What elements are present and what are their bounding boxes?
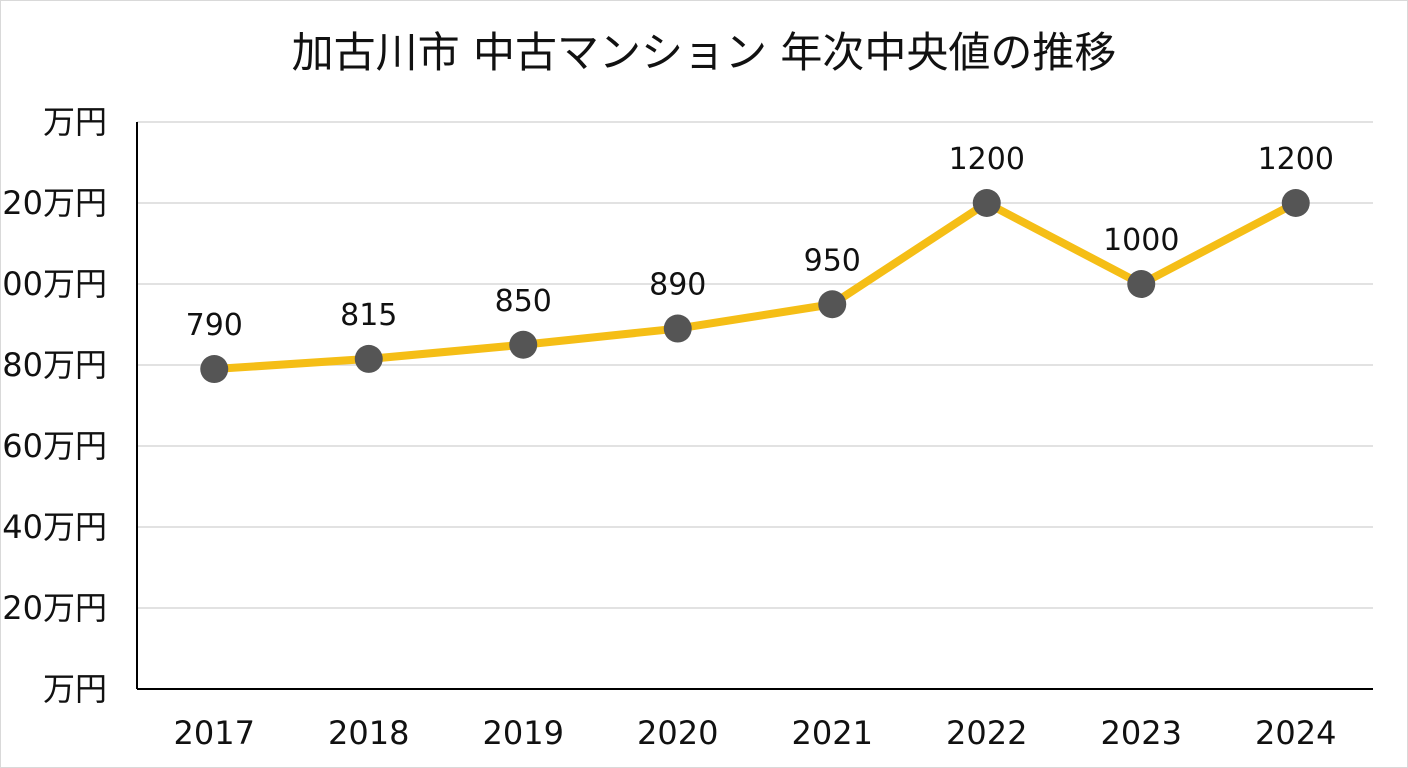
x-tick-label: 2022 xyxy=(946,714,1027,752)
data-point xyxy=(1127,270,1156,298)
x-tick-label: 2023 xyxy=(1101,714,1182,752)
data-label: 1200 xyxy=(949,142,1025,177)
data-point xyxy=(972,189,1001,217)
y-tick-label: 80万円 xyxy=(2,346,107,384)
x-tick-label: 2019 xyxy=(483,714,564,752)
y-tick-label: 万円 xyxy=(43,670,107,708)
data-point xyxy=(1281,189,1310,217)
data-point xyxy=(509,330,538,359)
data-labels: 790 815 850 890 950 1200 1000 1200 xyxy=(186,142,1334,343)
data-point xyxy=(354,344,383,373)
series-line xyxy=(210,199,1300,374)
x-axis-tick-labels: 2017 2018 2019 2020 2021 2022 2023 2024 xyxy=(174,714,1337,752)
y-tick-label: 万円 xyxy=(43,103,107,141)
data-point xyxy=(200,355,229,384)
data-label: 815 xyxy=(340,298,397,333)
x-tick-label: 2020 xyxy=(637,714,718,752)
gridlines xyxy=(137,121,1373,609)
data-label: 1000 xyxy=(1103,223,1179,258)
y-tick-label: 60万円 xyxy=(2,427,107,465)
y-tick-label: 20万円 xyxy=(2,589,107,627)
chart-title: 加古川市 中古マンション 年次中央値の推移 xyxy=(291,28,1117,77)
x-tick-label: 2021 xyxy=(792,714,873,752)
data-label: 850 xyxy=(495,284,552,319)
y-tick-label: 100万円 xyxy=(1,265,107,303)
y-axis-tick-labels: 万円20万円40万円60万円80万円100万円120万円万円 xyxy=(1,103,107,708)
data-label: 950 xyxy=(804,243,861,278)
x-tick-label: 2017 xyxy=(174,714,255,752)
data-point xyxy=(818,290,847,319)
axes xyxy=(136,122,1373,690)
y-tick-label: 40万円 xyxy=(2,508,107,546)
data-series xyxy=(200,189,1310,384)
x-tick-label: 2018 xyxy=(328,714,409,752)
y-tick-label: 120万円 xyxy=(1,184,107,222)
data-label: 890 xyxy=(649,268,706,303)
x-tick-label: 2024 xyxy=(1255,714,1336,752)
data-point xyxy=(663,314,692,343)
data-label: 1200 xyxy=(1258,142,1334,177)
data-label: 790 xyxy=(186,308,243,343)
